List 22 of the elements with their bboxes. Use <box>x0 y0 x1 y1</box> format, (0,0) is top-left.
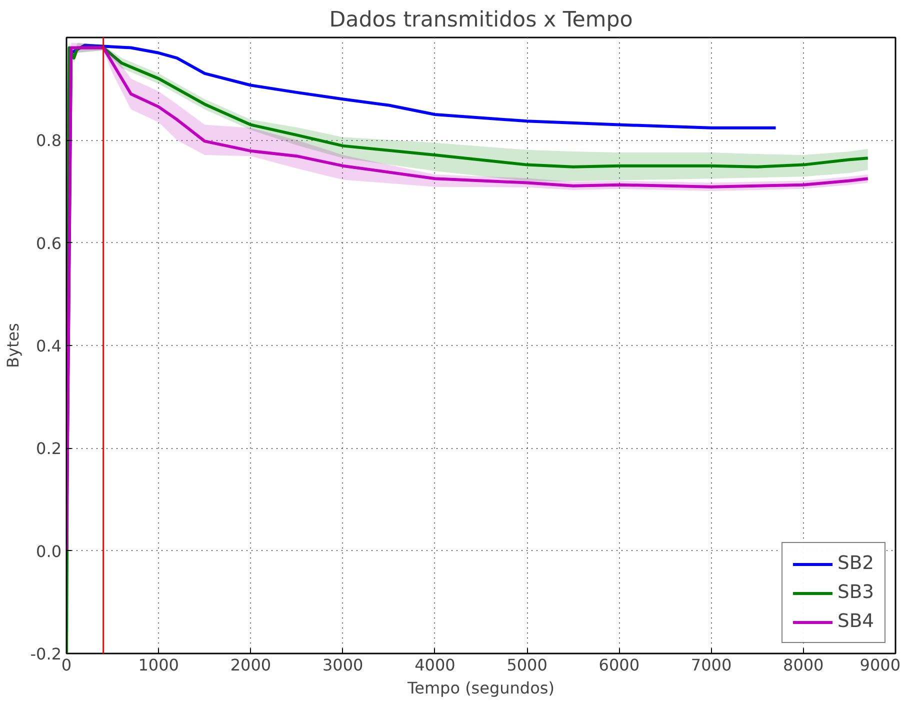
y-tick-label: 0.4 <box>36 336 62 356</box>
x-tick-label: 8000 <box>783 656 824 674</box>
x-tick-label: 6000 <box>598 656 640 674</box>
y-tick-label: -0.2 <box>30 644 62 664</box>
x-tick-label: 3000 <box>322 656 364 674</box>
y-tick-label: 0.0 <box>36 542 62 561</box>
x-tick-label: 1000 <box>138 656 179 674</box>
legend-label: SB2 <box>837 553 874 574</box>
x-tick-label: 0 <box>61 656 72 674</box>
x-tick-label: 4000 <box>414 656 456 674</box>
chart-title: Dados transmitidos x Tempo <box>329 8 633 32</box>
x-tick-label: 5000 <box>506 656 548 674</box>
y-tick-label: 0.8 <box>36 131 62 150</box>
x-tick-label: 7000 <box>690 656 732 674</box>
x-tick-label: 2000 <box>230 656 272 674</box>
y-tick-label: 0.6 <box>36 234 62 253</box>
legend-label: SB3 <box>837 582 874 603</box>
y-tick-label: 0.2 <box>36 439 62 458</box>
x-axis-title: Tempo (segundos) <box>406 678 554 698</box>
x-tick-label: 9000 <box>860 656 900 674</box>
legend-label: SB4 <box>837 611 874 632</box>
y-axis-title: Bytes <box>3 323 22 368</box>
